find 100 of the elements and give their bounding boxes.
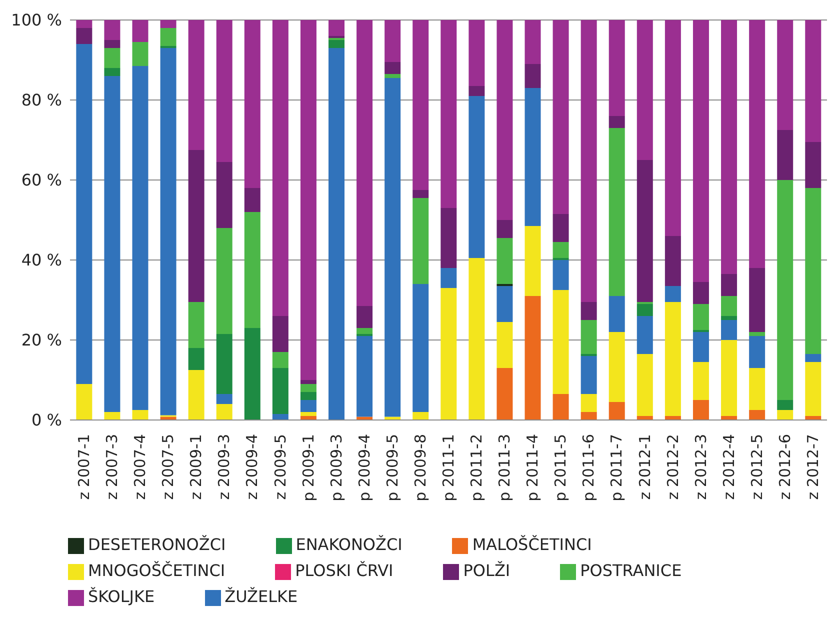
bar: [496, 322, 513, 368]
bar: [608, 20, 625, 116]
bar: [272, 316, 288, 352]
x-tick-label: z 2009-5: [271, 434, 290, 500]
bar: [188, 370, 204, 420]
bar: [805, 354, 822, 362]
bar: [805, 142, 822, 188]
legend-label: DESETERONOŽCI: [88, 535, 226, 554]
bar: [328, 48, 344, 420]
bar: [580, 20, 597, 302]
bar: [721, 274, 738, 296]
bar: [216, 228, 232, 334]
x-tick-label: p 2009-1: [299, 434, 318, 502]
y-tick-label: 80 %: [21, 90, 62, 110]
x-tick-label: z 2007-3: [103, 434, 122, 500]
bar: [636, 160, 653, 302]
y-tick-label: 20 %: [21, 330, 62, 350]
bar: [160, 28, 176, 46]
x-tick-label: p 2009-4: [355, 434, 374, 502]
bar: [468, 20, 485, 86]
bar: [636, 20, 653, 160]
bar: [328, 20, 344, 36]
x-tick-label: z 2012-1: [636, 434, 654, 500]
bar: [721, 316, 738, 320]
bar: [805, 20, 822, 142]
bar: [692, 282, 709, 304]
legend-label: POSTRANICE: [580, 561, 682, 580]
bar: [496, 286, 513, 322]
bar: [76, 44, 92, 384]
x-tick-label: p 2011-7: [608, 434, 626, 502]
bar: [300, 384, 316, 392]
bar: [356, 20, 373, 306]
bar: [664, 20, 681, 236]
legend-label: ŠKOLJKE: [88, 587, 155, 606]
bar: [580, 412, 597, 420]
x-tick-label: z 2009-1: [187, 434, 206, 500]
bar: [524, 64, 541, 88]
bar: [104, 48, 120, 68]
bar: [104, 76, 120, 412]
bar: [692, 332, 709, 362]
x-tick-label: p 2009-8: [411, 434, 430, 502]
bar: [692, 20, 709, 282]
bar: [76, 28, 92, 44]
bar: [244, 328, 260, 420]
bar: [468, 258, 485, 420]
legend-label: POLŽI: [463, 561, 510, 580]
bar: [468, 86, 485, 96]
bar: [524, 296, 541, 420]
bar: [749, 268, 766, 332]
x-tick-label: z 2007-1: [75, 434, 94, 500]
bar: [216, 394, 232, 404]
legend-label: ŽUŽELKE: [224, 587, 298, 606]
bar: [104, 412, 120, 420]
bar: [384, 78, 401, 417]
bar: [580, 320, 597, 354]
bar: [664, 286, 681, 302]
bar: [104, 20, 120, 40]
y-tick-label: 0 %: [32, 410, 62, 430]
bar: [160, 48, 176, 416]
bar: [524, 20, 541, 64]
bar: [664, 302, 681, 416]
legend-label: PLOSKI ČRVI: [295, 561, 394, 580]
bar: [749, 336, 766, 368]
bar: [580, 356, 597, 394]
bar: [749, 368, 766, 410]
bar: [608, 116, 625, 128]
bar: [300, 412, 316, 416]
bar: [524, 226, 541, 296]
bar: [272, 368, 288, 414]
bar: [216, 334, 232, 394]
legend-label: MALOŠČETINCI: [472, 535, 592, 554]
bar: [692, 400, 709, 420]
bar: [300, 400, 316, 412]
bar: [188, 302, 204, 348]
x-tick-label: z 2012-2: [664, 434, 682, 500]
bar: [552, 242, 569, 258]
bar: [300, 392, 316, 400]
bar: [636, 354, 653, 416]
bar: [132, 20, 148, 42]
bar: [132, 66, 148, 410]
bar: [749, 20, 766, 268]
x-tick-label: p 2009-3: [327, 434, 346, 502]
bar: [805, 188, 822, 354]
bar: [608, 402, 625, 420]
bar: [132, 410, 148, 420]
bar: [412, 20, 429, 190]
x-tick-label: p 2011-5: [552, 434, 570, 502]
bar: [440, 208, 457, 268]
bar: [721, 296, 738, 316]
bar: [440, 288, 457, 420]
x-tick-label: z 2007-4: [131, 434, 150, 500]
bar: [440, 268, 457, 288]
bar: [636, 316, 653, 354]
bar: [216, 404, 232, 420]
bar: [244, 212, 260, 328]
bar: [496, 238, 513, 284]
bar: [356, 336, 373, 417]
bar: [636, 304, 653, 316]
bar: [440, 20, 457, 208]
bar: [384, 74, 401, 78]
